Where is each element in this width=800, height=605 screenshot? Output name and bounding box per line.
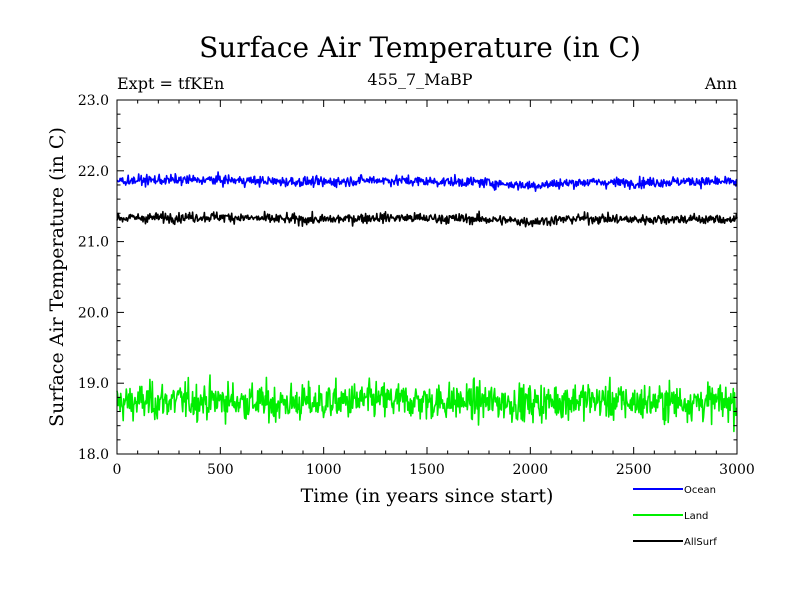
legend: Ocean Land AllSurf xyxy=(633,485,717,548)
experiment-label: Expt = tfKEn xyxy=(117,74,224,93)
y-tick-label: 21.0 xyxy=(78,235,109,251)
x-tick-label: 500 xyxy=(207,462,234,478)
series-line-ocean xyxy=(116,171,738,192)
chart-title: Surface Air Temperature (in C) xyxy=(199,31,641,64)
y-tick-label: 23.0 xyxy=(78,93,109,109)
x-tick-label: 3000 xyxy=(719,462,755,478)
x-tick-label: 1000 xyxy=(306,462,342,478)
x-tick-label: 0 xyxy=(113,462,122,478)
series-layer xyxy=(116,171,738,433)
legend-label: Land xyxy=(684,511,708,522)
ticks-layer: 0 500 1000 1500 2000 2500 3000 18.0 19.0 20.0 21.0… xyxy=(78,93,755,478)
period-label: Ann xyxy=(704,74,737,93)
x-axis-label: Time (in years since start) xyxy=(301,485,554,507)
legend-label: AllSurf xyxy=(684,537,717,548)
series-line-land xyxy=(116,374,738,433)
y-tick-label: 20.0 xyxy=(78,305,109,321)
chart-subtitle: 455_7_MaBP xyxy=(367,70,472,89)
legend-label: Ocean xyxy=(684,485,716,496)
y-axis-label: Surface Air Temperature (in C) xyxy=(46,127,68,427)
series-line-allsurf xyxy=(116,210,738,228)
x-tick-label: 2500 xyxy=(616,462,652,478)
x-tick-label: 2000 xyxy=(513,462,549,478)
y-tick-label: 19.0 xyxy=(78,376,109,392)
x-tick-label: 1500 xyxy=(409,462,445,478)
y-tick-label: 18.0 xyxy=(78,447,109,463)
y-tick-label: 22.0 xyxy=(78,164,109,180)
